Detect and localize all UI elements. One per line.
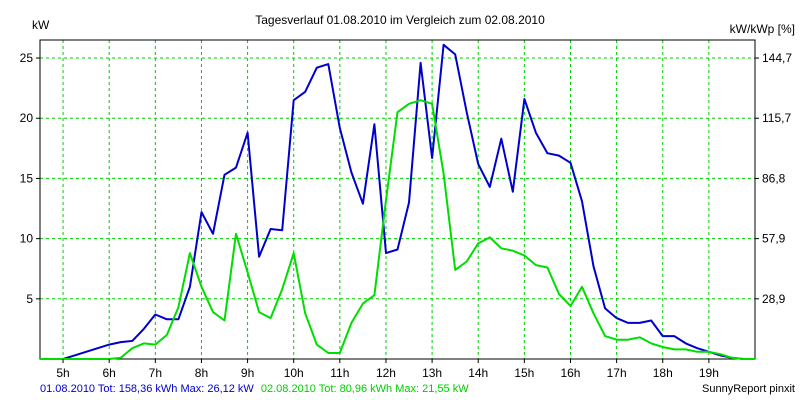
y-right-tick-label: 115,7	[762, 111, 791, 125]
x-tick-label: 19h	[699, 366, 719, 380]
x-tick-label: 8h	[195, 366, 208, 380]
x-tick-label: 7h	[149, 366, 162, 380]
x-tick-label: 14h	[468, 366, 488, 380]
y-left-tick-label: 25	[20, 51, 34, 65]
legend-series-1-summary: 01.08.2010 Tot: 158,36 kWh Max: 26,12 kW	[40, 383, 254, 395]
x-tick-label: 17h	[607, 366, 627, 380]
x-tick-label: 10h	[284, 366, 304, 380]
x-tick-label: 11h	[330, 366, 349, 380]
series-line-2	[40, 99, 755, 360]
y-axis-right: 28,9 57,9 86,8 115,7 144,7	[755, 51, 792, 306]
y-axis-left-label: kW	[32, 18, 50, 32]
y-axis-right-label: kW/kWp [%]	[730, 22, 795, 36]
y-left-tick-label: 10	[20, 232, 34, 246]
series-line-1	[40, 43, 755, 360]
x-tick-label: 13h	[422, 366, 442, 380]
x-tick-label: 5h	[56, 366, 69, 380]
x-tick-label: 16h	[560, 366, 580, 380]
legend-series-2-summary: 02.08.2010 Tot: 80,96 kWh Max: 21,55 kW	[261, 383, 469, 395]
x-tick-label: 6h	[103, 366, 116, 380]
series-layer	[40, 43, 755, 360]
credit-text: SunnyReport pinxit	[702, 383, 795, 395]
x-tick-label: 18h	[653, 366, 673, 380]
x-tick-label: 15h	[514, 366, 534, 380]
y-left-tick-label: 20	[20, 111, 34, 125]
y-right-tick-label: 144,7	[762, 51, 792, 65]
x-axis: 5h 6h 7h 8h 9h 10h 11h 12h 13h 14h 15h 16h 17h 18h 19h	[56, 359, 719, 380]
y-axis-left: 5 10 15 20 25	[20, 51, 40, 306]
x-tick-label: 9h	[241, 366, 254, 380]
y-right-tick-label: 86,8	[762, 171, 786, 185]
legend-footer: 01.08.2010 Tot: 158,36 kWh Max: 26,12 kW…	[40, 383, 469, 395]
x-tick-label: 12h	[376, 366, 396, 380]
y-left-tick-label: 15	[20, 171, 34, 185]
grid	[40, 40, 755, 359]
y-left-tick-label: 5	[26, 292, 33, 306]
chart-title: Tagesverlauf 01.08.2010 im Vergleich zum…	[255, 13, 545, 27]
y-right-tick-label: 28,9	[762, 292, 786, 306]
plot-frame	[39, 39, 756, 360]
y-right-tick-label: 57,9	[762, 232, 786, 246]
